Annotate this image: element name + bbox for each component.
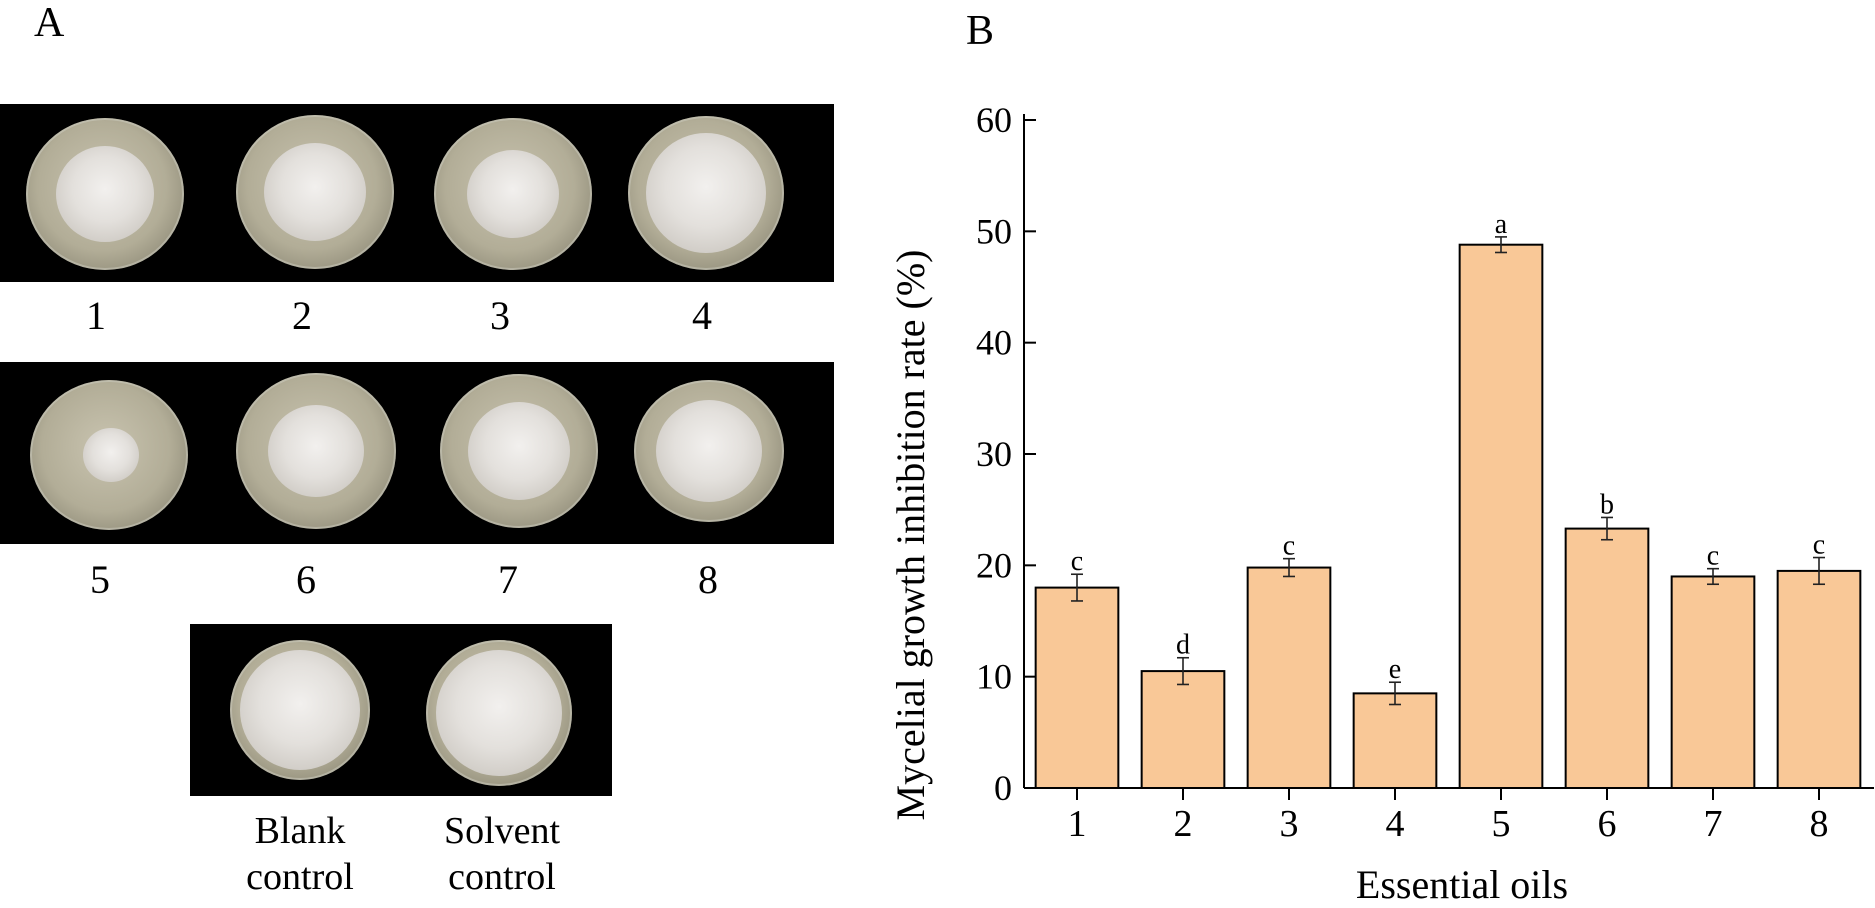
- fungal-colony-8: [656, 400, 762, 502]
- solvent-control-line-1: Solvent: [443, 810, 561, 852]
- y-tick-label: 40: [976, 323, 1012, 363]
- plate-label: 4: [692, 293, 712, 338]
- bar: [1776, 569, 1862, 789]
- petri-dish-4: [628, 116, 784, 270]
- y-tick-label: 10: [976, 657, 1012, 697]
- blank-control-label: Blank control: [200, 808, 400, 900]
- solvent-control-line-2: control: [448, 856, 556, 898]
- y-tick-label: 60: [976, 100, 1012, 140]
- significance-letter: e: [1389, 654, 1401, 685]
- petri-dish-5: [30, 380, 188, 530]
- fungal-colony-1: [56, 146, 154, 242]
- petri-dish-3: [434, 118, 592, 270]
- fungal-colony-2: [264, 143, 366, 241]
- significance-letter: a: [1495, 209, 1508, 240]
- solvent-control-label: Solvent control: [402, 808, 602, 900]
- plate-label: 8: [698, 557, 718, 602]
- bar: [1458, 243, 1544, 789]
- x-tick-label: 3: [1280, 803, 1299, 845]
- bar: [1564, 527, 1650, 789]
- x-tick-label: 2: [1174, 803, 1193, 845]
- bar: [1140, 670, 1226, 789]
- plate-label: 6: [296, 557, 316, 602]
- significance-letter: d: [1176, 630, 1190, 661]
- panel-b-letter: B: [966, 8, 995, 54]
- petri-dish-6: [236, 373, 396, 529]
- fungal-colony-4: [646, 133, 766, 253]
- plate-strip-row-2: [0, 362, 834, 544]
- y-tick-label: 0: [994, 768, 1012, 808]
- x-tick-label: 6: [1598, 803, 1617, 845]
- plate-label: 2: [292, 293, 312, 338]
- significance-letter: c: [1071, 546, 1083, 577]
- chart-axes: 0 10 20 30 40 50 60 1 2 3 4 5 6 7 8: [976, 100, 1874, 845]
- y-tick-label: 50: [976, 211, 1012, 251]
- plate-label: 5: [90, 557, 110, 602]
- x-tick-label: 7: [1704, 803, 1723, 845]
- plate-label: 7: [498, 557, 518, 602]
- plate-label: 1: [86, 293, 106, 338]
- fungal-colony-5: [83, 428, 139, 482]
- inhibition-bar-chart: 0 10 20 30 40 50 60 1 2 3 4 5 6 7 8 c d c e a b c c Mycelial …: [888, 100, 1874, 907]
- plate-strip-controls: [190, 624, 612, 796]
- petri-dish-8: [634, 380, 784, 522]
- petri-dish-solvent-control: [426, 640, 572, 786]
- significance-letter: c: [1707, 541, 1719, 572]
- y-axis-label: Mycelial growth inhibition rate (%): [888, 250, 933, 821]
- bar: [1246, 566, 1332, 789]
- petri-dish-2: [236, 115, 394, 269]
- x-tick-label: 8: [1810, 803, 1829, 845]
- bar: [1670, 575, 1756, 790]
- chart-bars: c d c e a b c c: [1034, 209, 1862, 790]
- panel-a-letter: A: [34, 0, 65, 46]
- bar: [1352, 692, 1438, 789]
- petri-dish-blank-control: [230, 640, 370, 780]
- x-axis-label: Essential oils: [1356, 862, 1568, 907]
- fungal-colony-6: [268, 405, 364, 497]
- x-tick-label: 5: [1492, 803, 1511, 845]
- x-tick-label: 4: [1386, 803, 1405, 845]
- petri-dish-1: [26, 118, 184, 270]
- y-tick-label: 20: [976, 545, 1012, 585]
- plate-strip-row-1: [0, 104, 834, 282]
- plate-label: 3: [490, 293, 510, 338]
- y-tick-label: 30: [976, 434, 1012, 474]
- fungal-colony-3: [467, 150, 559, 238]
- fungal-colony-blank-control: [240, 650, 360, 770]
- significance-letter: b: [1600, 489, 1614, 520]
- fungal-colony-7: [468, 402, 570, 500]
- bar: [1034, 586, 1120, 789]
- x-tick-label: 1: [1068, 803, 1087, 845]
- significance-letter: c: [1283, 531, 1295, 562]
- fungal-colony-solvent-control: [436, 650, 562, 776]
- significance-letter: c: [1813, 530, 1825, 561]
- blank-control-line-2: control: [246, 856, 354, 898]
- blank-control-line-1: Blank: [254, 810, 346, 852]
- petri-dish-7: [440, 374, 598, 528]
